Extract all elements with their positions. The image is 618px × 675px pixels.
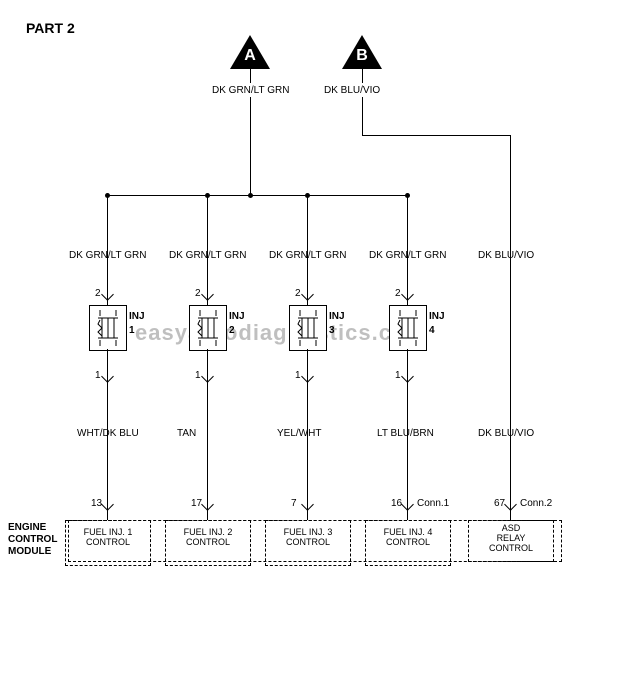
asd-wire-top: DK BLU/VIO [478, 250, 534, 261]
asd-wire-bot: DK BLU/VIO [478, 428, 534, 439]
conn2-label: Conn.2 [520, 498, 552, 509]
inj1-pin-bot: 1 [95, 370, 101, 381]
bus-junction [248, 193, 253, 198]
inj1-top-wire: DK GRN/LT GRN [69, 250, 146, 261]
conn1-label: Conn.1 [417, 498, 449, 509]
node-wire-b: DK BLU/VIO [324, 85, 380, 96]
inj3-label: INJ [329, 311, 345, 322]
ecm-cell-inj1: FUEL INJ. 1CONTROL [65, 520, 151, 566]
node-letter-a: A [244, 47, 256, 65]
ecm-cell-inj4: FUEL INJ. 4CONTROL [365, 520, 451, 566]
inj2-top-wire: DK GRN/LT GRN [169, 250, 246, 261]
inj4-num: 4 [429, 325, 435, 336]
inj2-label: INJ [229, 311, 245, 322]
inj3-pin-top: 2 [295, 288, 301, 299]
node-letter-b: B [356, 47, 368, 65]
inj2-num: 2 [229, 325, 235, 336]
injector-1 [89, 305, 127, 351]
inj2-bot-wire: TAN [177, 428, 196, 439]
inj2-pin-bot: 1 [195, 370, 201, 381]
ecm-label-2: CONTROL [8, 534, 57, 545]
inj1-pin-top: 2 [95, 288, 101, 299]
ecm-label-1: ENGINE [8, 522, 46, 533]
inj1-bot-wire: WHT/DK BLU [77, 428, 139, 439]
inj1-label: INJ [129, 311, 145, 322]
inj4-top-wire: DK GRN/LT GRN [369, 250, 446, 261]
inj3-num: 3 [329, 325, 335, 336]
part-title: PART 2 [26, 20, 75, 36]
inj1-num: 1 [129, 325, 135, 336]
node-triangle-b: B [342, 35, 382, 69]
inj2-pin-top: 2 [195, 288, 201, 299]
inj4-pin-top: 2 [395, 288, 401, 299]
inj4-label: INJ [429, 311, 445, 322]
ecm-cell-inj3: FUEL INJ. 3CONTROL [265, 520, 351, 566]
ecm-cell-asd: ASDRELAYCONTROL [468, 520, 554, 562]
inj3-bot-wire: YEL/WHT [277, 428, 321, 439]
inj3-pin-bot: 1 [295, 370, 301, 381]
inj4-pin-bot: 1 [395, 370, 401, 381]
node-triangle-a: A [230, 35, 270, 69]
inj3-top-wire: DK GRN/LT GRN [269, 250, 346, 261]
watermark: easyautodiagnostics.com [135, 320, 427, 346]
injector-2 [189, 305, 227, 351]
node-wire-a: DK GRN/LT GRN [212, 85, 289, 96]
inj3-ecm-pin: 7 [291, 498, 297, 509]
ecm-label-3: MODULE [8, 546, 51, 557]
inj4-bot-wire: LT BLU/BRN [377, 428, 434, 439]
injector-4 [389, 305, 427, 351]
ecm-cell-inj2: FUEL INJ. 2CONTROL [165, 520, 251, 566]
injector-3 [289, 305, 327, 351]
